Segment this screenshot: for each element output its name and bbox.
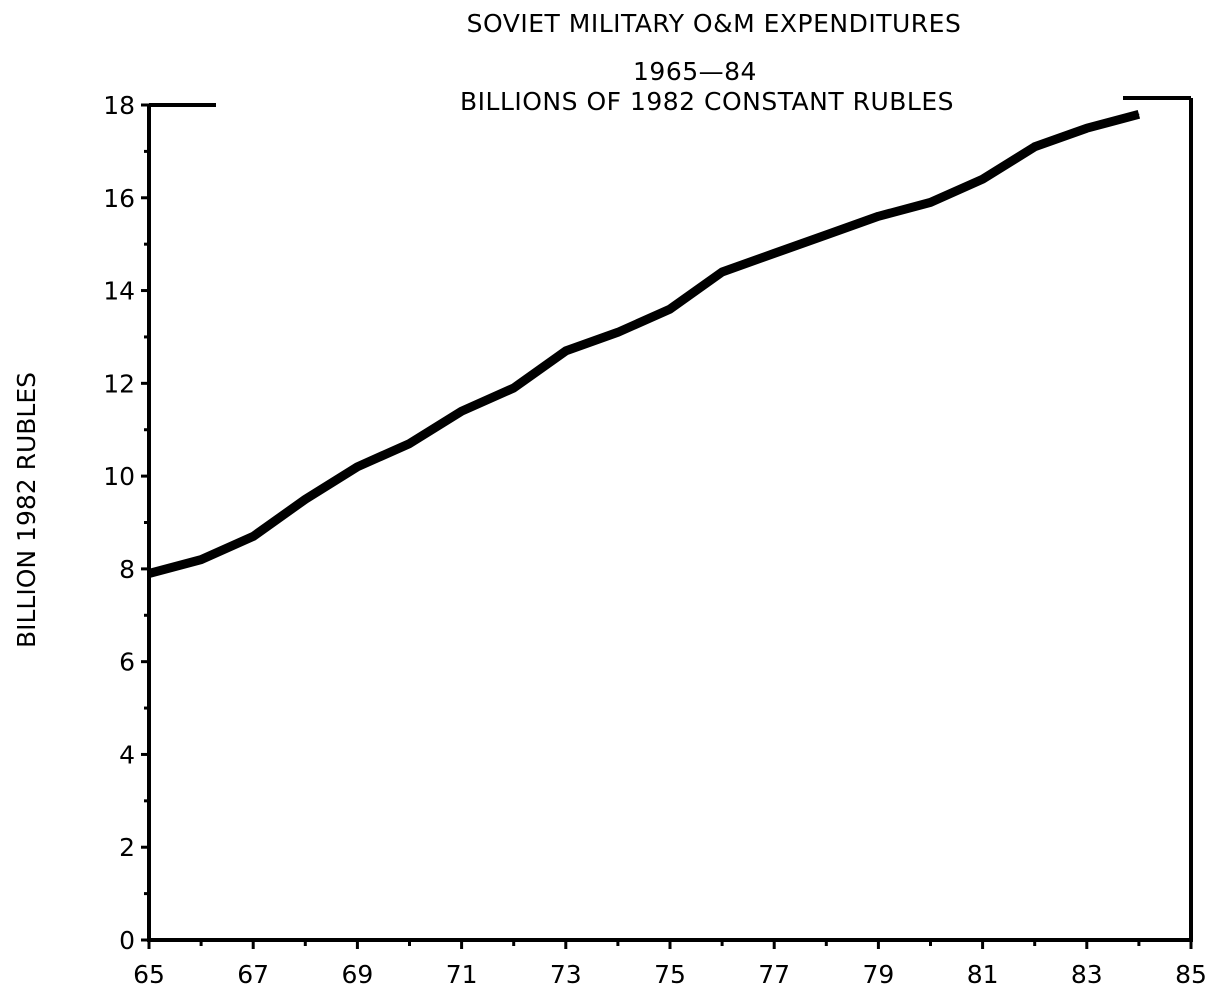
data-point (669, 308, 671, 310)
y-tick-label: 0 (119, 926, 135, 955)
data-point (148, 573, 150, 575)
data-point (461, 410, 463, 412)
y-tick-label: 8 (119, 555, 135, 584)
data-point (304, 498, 306, 500)
data-point (721, 271, 723, 273)
data-point (982, 178, 984, 180)
data-point (1034, 146, 1036, 148)
data-point (773, 252, 775, 254)
data-point (877, 215, 879, 217)
y-tick-label: 4 (119, 740, 135, 769)
y-tick-label: 2 (119, 833, 135, 862)
data-point (513, 387, 515, 389)
y-tick-label: 14 (103, 277, 135, 306)
x-tick-label: 67 (237, 960, 269, 989)
x-tick-label: 85 (1175, 960, 1207, 989)
data-point (1086, 127, 1088, 129)
x-tick-label: 83 (1071, 960, 1103, 989)
series-layer (147, 109, 1141, 578)
data-point (200, 559, 202, 561)
data-point (825, 234, 827, 236)
y-tick-label: 16 (103, 184, 135, 213)
data-point (617, 331, 619, 333)
series-line (147, 109, 1141, 578)
y-axis-label: BILLION 1982 RUBLES (12, 372, 41, 648)
y-tick-label: 10 (103, 462, 135, 491)
x-axis: 65 67 69 71 73 75 77 79 81 83 85 (133, 940, 1207, 989)
y-tick-label: 6 (119, 648, 135, 677)
data-point (252, 535, 254, 537)
y-tick-label: 18 (103, 91, 135, 120)
y-axis: 0 2 4 6 8 10 12 14 16 18 (103, 91, 149, 955)
data-point (409, 443, 410, 445)
chart-subtitle-years: 1965—84 (633, 57, 757, 86)
chart-title: SOVIET MILITARY O&M EXPENDITURES (467, 9, 962, 38)
data-point (1138, 113, 1140, 115)
x-tick-label: 79 (862, 960, 894, 989)
data-point (356, 466, 358, 468)
plot-frame (147, 96, 1193, 942)
x-tick-label: 71 (446, 960, 478, 989)
chart-subtitle-units: BILLIONS OF 1982 CONSTANT RUBLES (460, 87, 954, 116)
x-tick-label: 73 (550, 960, 582, 989)
data-point (565, 350, 567, 352)
x-tick-label: 77 (758, 960, 790, 989)
x-tick-label: 75 (654, 960, 686, 989)
x-tick-label: 69 (341, 960, 373, 989)
y-tick-label: 12 (103, 369, 135, 398)
x-tick-label: 65 (133, 960, 165, 989)
x-tick-label: 81 (967, 960, 999, 989)
data-point (930, 201, 931, 203)
